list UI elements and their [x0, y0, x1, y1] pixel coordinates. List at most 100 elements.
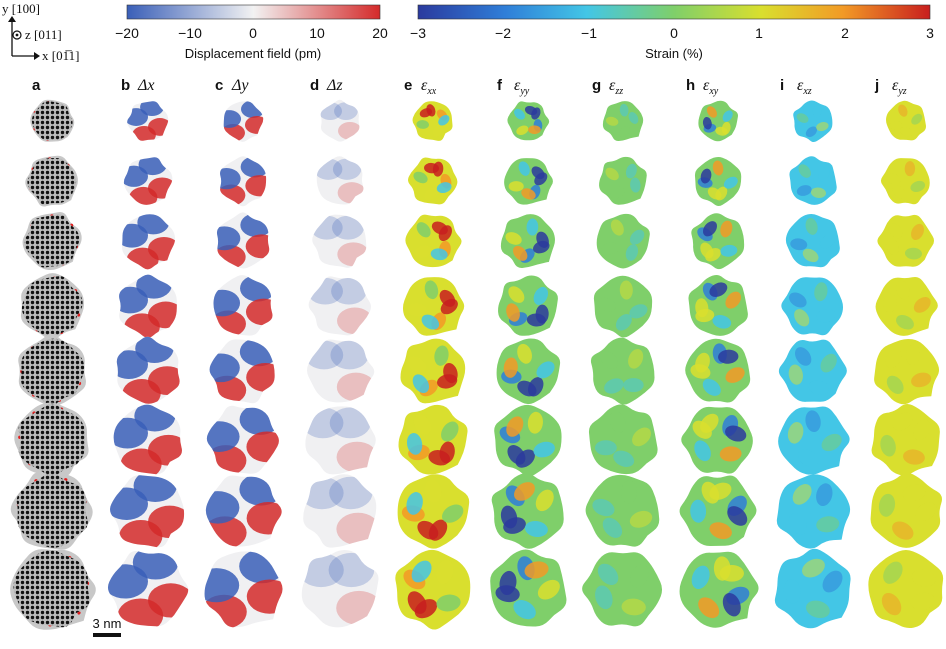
- panel-letter-j: j: [874, 77, 879, 94]
- panel-a-row-6: [14, 402, 89, 478]
- panel-a-row-3: [22, 212, 82, 271]
- panel-f-row-5: [496, 338, 561, 405]
- panel-c-row-3: [216, 212, 270, 269]
- panel-letter-c: c: [215, 77, 223, 94]
- panel-j-row-7: [870, 472, 942, 548]
- panel-j-row-8: [868, 550, 944, 629]
- panel-a-row-7: [10, 472, 93, 550]
- panel-b-row-3: [122, 214, 176, 270]
- panel-letter-i: i: [780, 77, 784, 94]
- column-symbol-d: Δz: [326, 77, 343, 94]
- disp-tick: 20: [372, 25, 388, 41]
- panel-c-row-2: [220, 156, 267, 207]
- panel-letter-a: a: [32, 77, 41, 94]
- displacement-colorbar-label: Displacement field (pm): [185, 46, 322, 61]
- panel-b-row-1: [127, 101, 169, 141]
- panel-f-row-2: [504, 158, 553, 205]
- disp-tick: 0: [249, 25, 257, 41]
- panel-b-row-4: [119, 274, 177, 338]
- strain-tick: 3: [926, 25, 934, 41]
- disp-tick: 10: [309, 25, 325, 41]
- column-headers: a b Δx c Δy d Δz e εxx f εyy g εzz h εxy i εxz j εyz: [32, 77, 907, 97]
- panel-i-row-8: [774, 548, 851, 629]
- strain-tick: −2: [495, 25, 511, 41]
- panel-g-row-3: [596, 213, 650, 269]
- column-symbol-b: Δx: [137, 77, 155, 94]
- panel-g-row-1: [602, 101, 644, 142]
- panel-d-row-6: [305, 406, 376, 475]
- disp-tick: −20: [115, 25, 139, 41]
- panel-letter-h: h: [686, 77, 695, 94]
- panel-d-row-1: [320, 99, 360, 142]
- panel-j-row-2: [880, 158, 930, 205]
- scale-bar-label: 3 nm: [93, 616, 122, 631]
- panel-i-row-7: [776, 474, 851, 549]
- panel-c-row-1: [223, 101, 264, 142]
- axis-indicator: y [100] z [011] x [01̅1]: [2, 1, 79, 63]
- panel-h-row-5: [685, 338, 751, 403]
- panel-g-row-7: [585, 474, 660, 547]
- panel-i-row-5: [778, 339, 847, 402]
- strain-tick: −3: [410, 25, 426, 41]
- panel-h-row-1: [698, 100, 738, 142]
- strain-colorbar-label: Strain (%): [645, 46, 703, 61]
- panel-e-row-1: [412, 101, 453, 141]
- strain-tick: 1: [755, 25, 763, 41]
- column-symbol-j: εyz: [892, 77, 907, 97]
- panel-j-row-6: [871, 403, 940, 476]
- out-of-plane-icon: [12, 30, 22, 40]
- panel-b-row-2: [123, 157, 173, 205]
- strain-tick: 0: [670, 25, 678, 41]
- panel-f-row-6: [494, 404, 562, 477]
- panel-g-row-6: [588, 404, 658, 475]
- panel-grid: [10, 99, 944, 630]
- panel-a-row-1: [30, 99, 75, 142]
- column-symbol-h: εxy: [703, 77, 719, 97]
- z-axis-label: z [011]: [25, 27, 62, 42]
- panel-g-row-4: [593, 275, 653, 338]
- panel-d-row-2: [316, 156, 364, 205]
- panel-j-row-4: [875, 276, 938, 336]
- panel-f-row-8: [490, 549, 567, 627]
- panel-d-row-8: [301, 549, 379, 628]
- x-axis-label: x [01̅1]: [42, 48, 79, 63]
- disp-tick: −10: [178, 25, 202, 41]
- displacement-colorbar: −20 −10 0 10 20 Displacement field (pm): [115, 4, 388, 61]
- panel-b-row-7: [110, 475, 185, 548]
- panel-c-row-5: [209, 339, 275, 404]
- panel-f-row-3: [500, 214, 555, 269]
- panel-a-row-5: [18, 333, 86, 407]
- column-symbol-g: εzz: [609, 77, 623, 97]
- strain-tick: 2: [841, 25, 849, 41]
- panel-b-row-5: [116, 336, 180, 404]
- panel-e-row-8: [395, 549, 471, 630]
- panel-b-row-6: [113, 404, 182, 475]
- panel-h-row-2: [694, 156, 742, 207]
- panel-g-row-5: [590, 337, 655, 405]
- panel-letter-f: f: [497, 77, 503, 94]
- column-symbol-i: εxz: [797, 77, 812, 97]
- panel-h-row-3: [691, 213, 745, 270]
- panel-h-row-7: [679, 475, 757, 547]
- panel-letter-b: b: [121, 77, 130, 94]
- panel-d-row-4: [308, 276, 371, 336]
- panel-e-row-2: [408, 157, 458, 205]
- strain-colorbar: −3 −2 −1 0 1 2 3 Strain (%): [410, 4, 934, 61]
- panel-d-row-5: [307, 339, 375, 403]
- panel-a-row-8: [10, 549, 96, 630]
- panel-e-row-4: [402, 277, 465, 336]
- panel-letter-d: d: [310, 77, 319, 94]
- panel-d-row-7: [303, 474, 377, 548]
- panel-c-row-7: [205, 475, 282, 547]
- panel-h-row-8: [679, 551, 759, 628]
- panel-i-row-1: [793, 100, 833, 143]
- panel-c-row-8: [204, 551, 283, 628]
- panel-i-row-3: [785, 213, 840, 268]
- panel-a-row-2: [25, 155, 78, 207]
- panel-g-row-2: [599, 156, 647, 205]
- scale-bar: 3 nm: [93, 616, 122, 637]
- panel-f-row-1: [507, 101, 550, 141]
- panel-letter-e: e: [404, 77, 412, 94]
- panel-a-row-4: [20, 273, 85, 341]
- arrow-right-icon: [34, 52, 40, 60]
